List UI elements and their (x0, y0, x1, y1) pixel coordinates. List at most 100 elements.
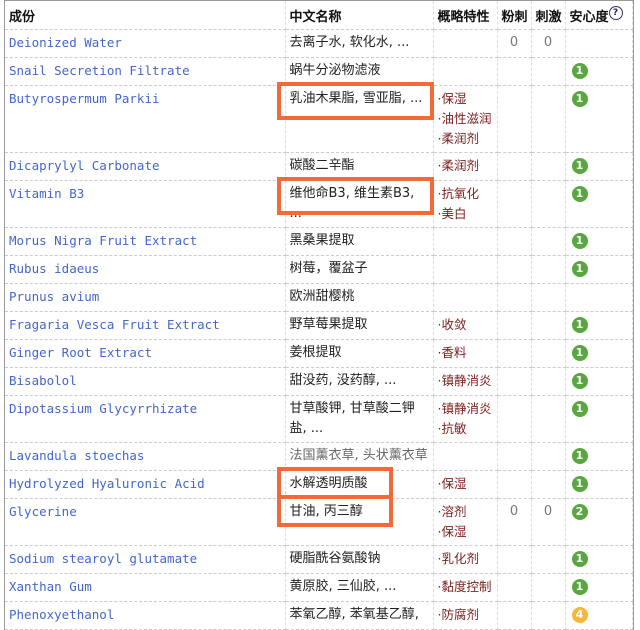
chinese-name: 欧洲甜樱桃 (289, 289, 355, 304)
safety-badge[interactable]: 1 (571, 261, 588, 277)
chinese-name: 乳油木果脂, 雪亚脂, ... (289, 91, 423, 106)
ingredient-cell: Fragaria Vesca Fruit Extract (5, 311, 286, 340)
irritation-cell (531, 311, 566, 340)
ingredient-link[interactable]: Dipotassium Glycyrrhizate (9, 401, 198, 416)
chinese-name-cell: 蜗牛分泌物滤液 (285, 57, 434, 86)
ingredient-link[interactable]: Ginger Root Extract (9, 345, 152, 360)
ingredient-link[interactable]: Bisabolol (9, 373, 77, 388)
ingredient-link[interactable]: Phenoxyethanol (9, 607, 115, 622)
acne-cell (497, 227, 532, 256)
safety-badge[interactable]: 1 (571, 579, 588, 595)
properties-cell (433, 227, 498, 256)
safety-cell: 1 (565, 57, 633, 86)
chinese-name: 甜没药, 没药醇, ... (289, 373, 397, 388)
chinese-name: 野草莓果提取 (289, 317, 368, 332)
table-row: Bisabolol 甜没药, 没药醇, ... ·镇静消炎 1 (5, 367, 633, 396)
safety-cell: 1 (565, 442, 633, 471)
ingredient-cell: Glycerine (5, 498, 286, 546)
ingredient-cell: Ginger Root Extract (5, 339, 286, 368)
chinese-name: 黑桑果提取 (289, 233, 355, 248)
ingredient-link[interactable]: Deionized Water (9, 35, 122, 50)
safety-cell: 1 (565, 227, 633, 256)
irritation-cell (531, 255, 566, 284)
properties-cell: ·收敛 (433, 311, 498, 340)
safety-cell: 1 (565, 152, 633, 181)
safety-cell: 1 (565, 339, 633, 368)
safety-badge[interactable]: 1 (571, 551, 588, 567)
safety-badge[interactable]: 4 (571, 607, 588, 623)
table-row: Vitamin B3 维他命B3, 维生素B3, ... ·抗氧化 ·美白 1 (5, 177, 633, 228)
property-tag: ·保湿 (437, 524, 467, 539)
safety-badge[interactable]: 1 (571, 186, 588, 202)
ingredient-cell: Morus Nigra Fruit Extract (5, 227, 286, 256)
safety-badge[interactable]: 1 (571, 448, 588, 464)
properties-cell (433, 57, 498, 86)
ingredient-link[interactable]: Morus Nigra Fruit Extract (9, 233, 198, 248)
properties-cell: ·溶剂 ·保湿 (433, 498, 498, 546)
safety-badge[interactable]: 1 (571, 63, 588, 79)
safety-badge[interactable]: 1 (571, 476, 588, 492)
acne-cell (497, 255, 532, 284)
irritation-cell (531, 227, 566, 256)
ingredient-link[interactable]: Snail Secretion Filtrate (9, 63, 190, 78)
irritation-cell (531, 85, 566, 153)
safety-badge[interactable]: 1 (571, 345, 588, 361)
safety-cell: 1 (565, 395, 633, 443)
ingredient-link[interactable]: Sodium stearoyl glutamate (9, 551, 198, 566)
chinese-name: 黄原胶, 三仙胶, ... (289, 579, 397, 594)
properties-cell: ·抗氧化 ·美白 (433, 180, 498, 228)
chinese-name: 碳酸二辛酯 (289, 158, 355, 173)
safety-badge[interactable]: 2 (571, 504, 588, 520)
table-row: Ginger Root Extract 姜根提取 ·香料 1 (5, 339, 633, 368)
ingredient-link[interactable]: Rubus idaeus (9, 261, 100, 276)
property-tag: ·保湿 (437, 91, 467, 106)
ingredient-link[interactable]: Fragaria Vesca Fruit Extract (9, 317, 220, 332)
property-tag: ·溶剂 (437, 504, 467, 519)
safety-badge[interactable]: 1 (571, 401, 588, 417)
ingredient-link[interactable]: Prunus avium (9, 289, 100, 304)
ingredient-cell: Xanthan Gum (5, 573, 286, 602)
property-tag: ·镇静消炎 (437, 401, 492, 416)
ingredient-cell: Prunus avium (5, 283, 286, 312)
acne-cell (497, 311, 532, 340)
safety-badge[interactable]: 1 (571, 233, 588, 249)
ingredient-cell: Vitamin B3 (5, 180, 286, 228)
chinese-name: 蜗牛分泌物滤液 (289, 63, 381, 78)
acne-cell (497, 339, 532, 368)
chinese-name: 水解透明质酸 (289, 476, 368, 491)
safety-badge[interactable]: 1 (571, 373, 588, 389)
table-row: Sodium stearoyl glutamate 硬脂酰谷氨酸钠 ·乳化剂 1 (5, 545, 633, 574)
acne-cell (497, 152, 532, 181)
ingredient-link[interactable]: Lavandula stoechas (9, 448, 145, 463)
ingredient-link[interactable]: Hydrolyzed Hyaluronic Acid (9, 476, 205, 491)
safety-badge[interactable]: 1 (571, 91, 588, 107)
ingredient-cell: Hydrolyzed Hyaluronic Acid (5, 470, 286, 499)
ingredient-cell: Phenoxyethanol (5, 601, 286, 630)
ingredient-link[interactable]: Butyrospermum Parkii (9, 91, 160, 106)
ingredient-link[interactable]: Vitamin B3 (9, 186, 85, 201)
help-icon[interactable]: ? (608, 5, 623, 20)
properties-cell: ·保湿 ·油性滋润 ·柔润剂 (433, 85, 498, 153)
safety-badge[interactable]: 1 (571, 158, 588, 174)
ingredient-link[interactable]: Dicaprylyl Carbonate (9, 158, 160, 173)
ingredient-cell: Dicaprylyl Carbonate (5, 152, 286, 181)
ingredient-link[interactable]: Xanthan Gum (9, 579, 92, 594)
acne-cell: 0 (497, 498, 532, 546)
irritation-cell (531, 601, 566, 630)
irritation-cell (531, 283, 566, 312)
ingredient-table: 成份 中文名称 概略特性 粉刺 刺激 安心度? Deionized Water … (5, 1, 633, 630)
ingredient-link[interactable]: Glycerine (9, 504, 77, 519)
irritation-cell (531, 180, 566, 228)
safety-badge[interactable]: 1 (571, 317, 588, 333)
property-tag: ·黏度控制 (437, 579, 492, 594)
chinese-name-cell: 去离子水, 软化水, ... (285, 29, 434, 58)
table-row: Rubus idaeus 树莓，覆盆子 1 (5, 255, 633, 284)
table-row: Snail Secretion Filtrate 蜗牛分泌物滤液 1 (5, 57, 633, 86)
table-row: Morus Nigra Fruit Extract 黑桑果提取 1 (5, 227, 633, 256)
chinese-name-cell: 姜根提取 (285, 339, 434, 368)
acne-cell (497, 85, 532, 153)
ingredient-cell: Bisabolol (5, 367, 286, 396)
properties-cell: ·防腐剂 (433, 601, 498, 630)
chinese-name-cell: 欧洲甜樱桃 (285, 283, 434, 312)
safety-cell: 2 (565, 498, 633, 546)
